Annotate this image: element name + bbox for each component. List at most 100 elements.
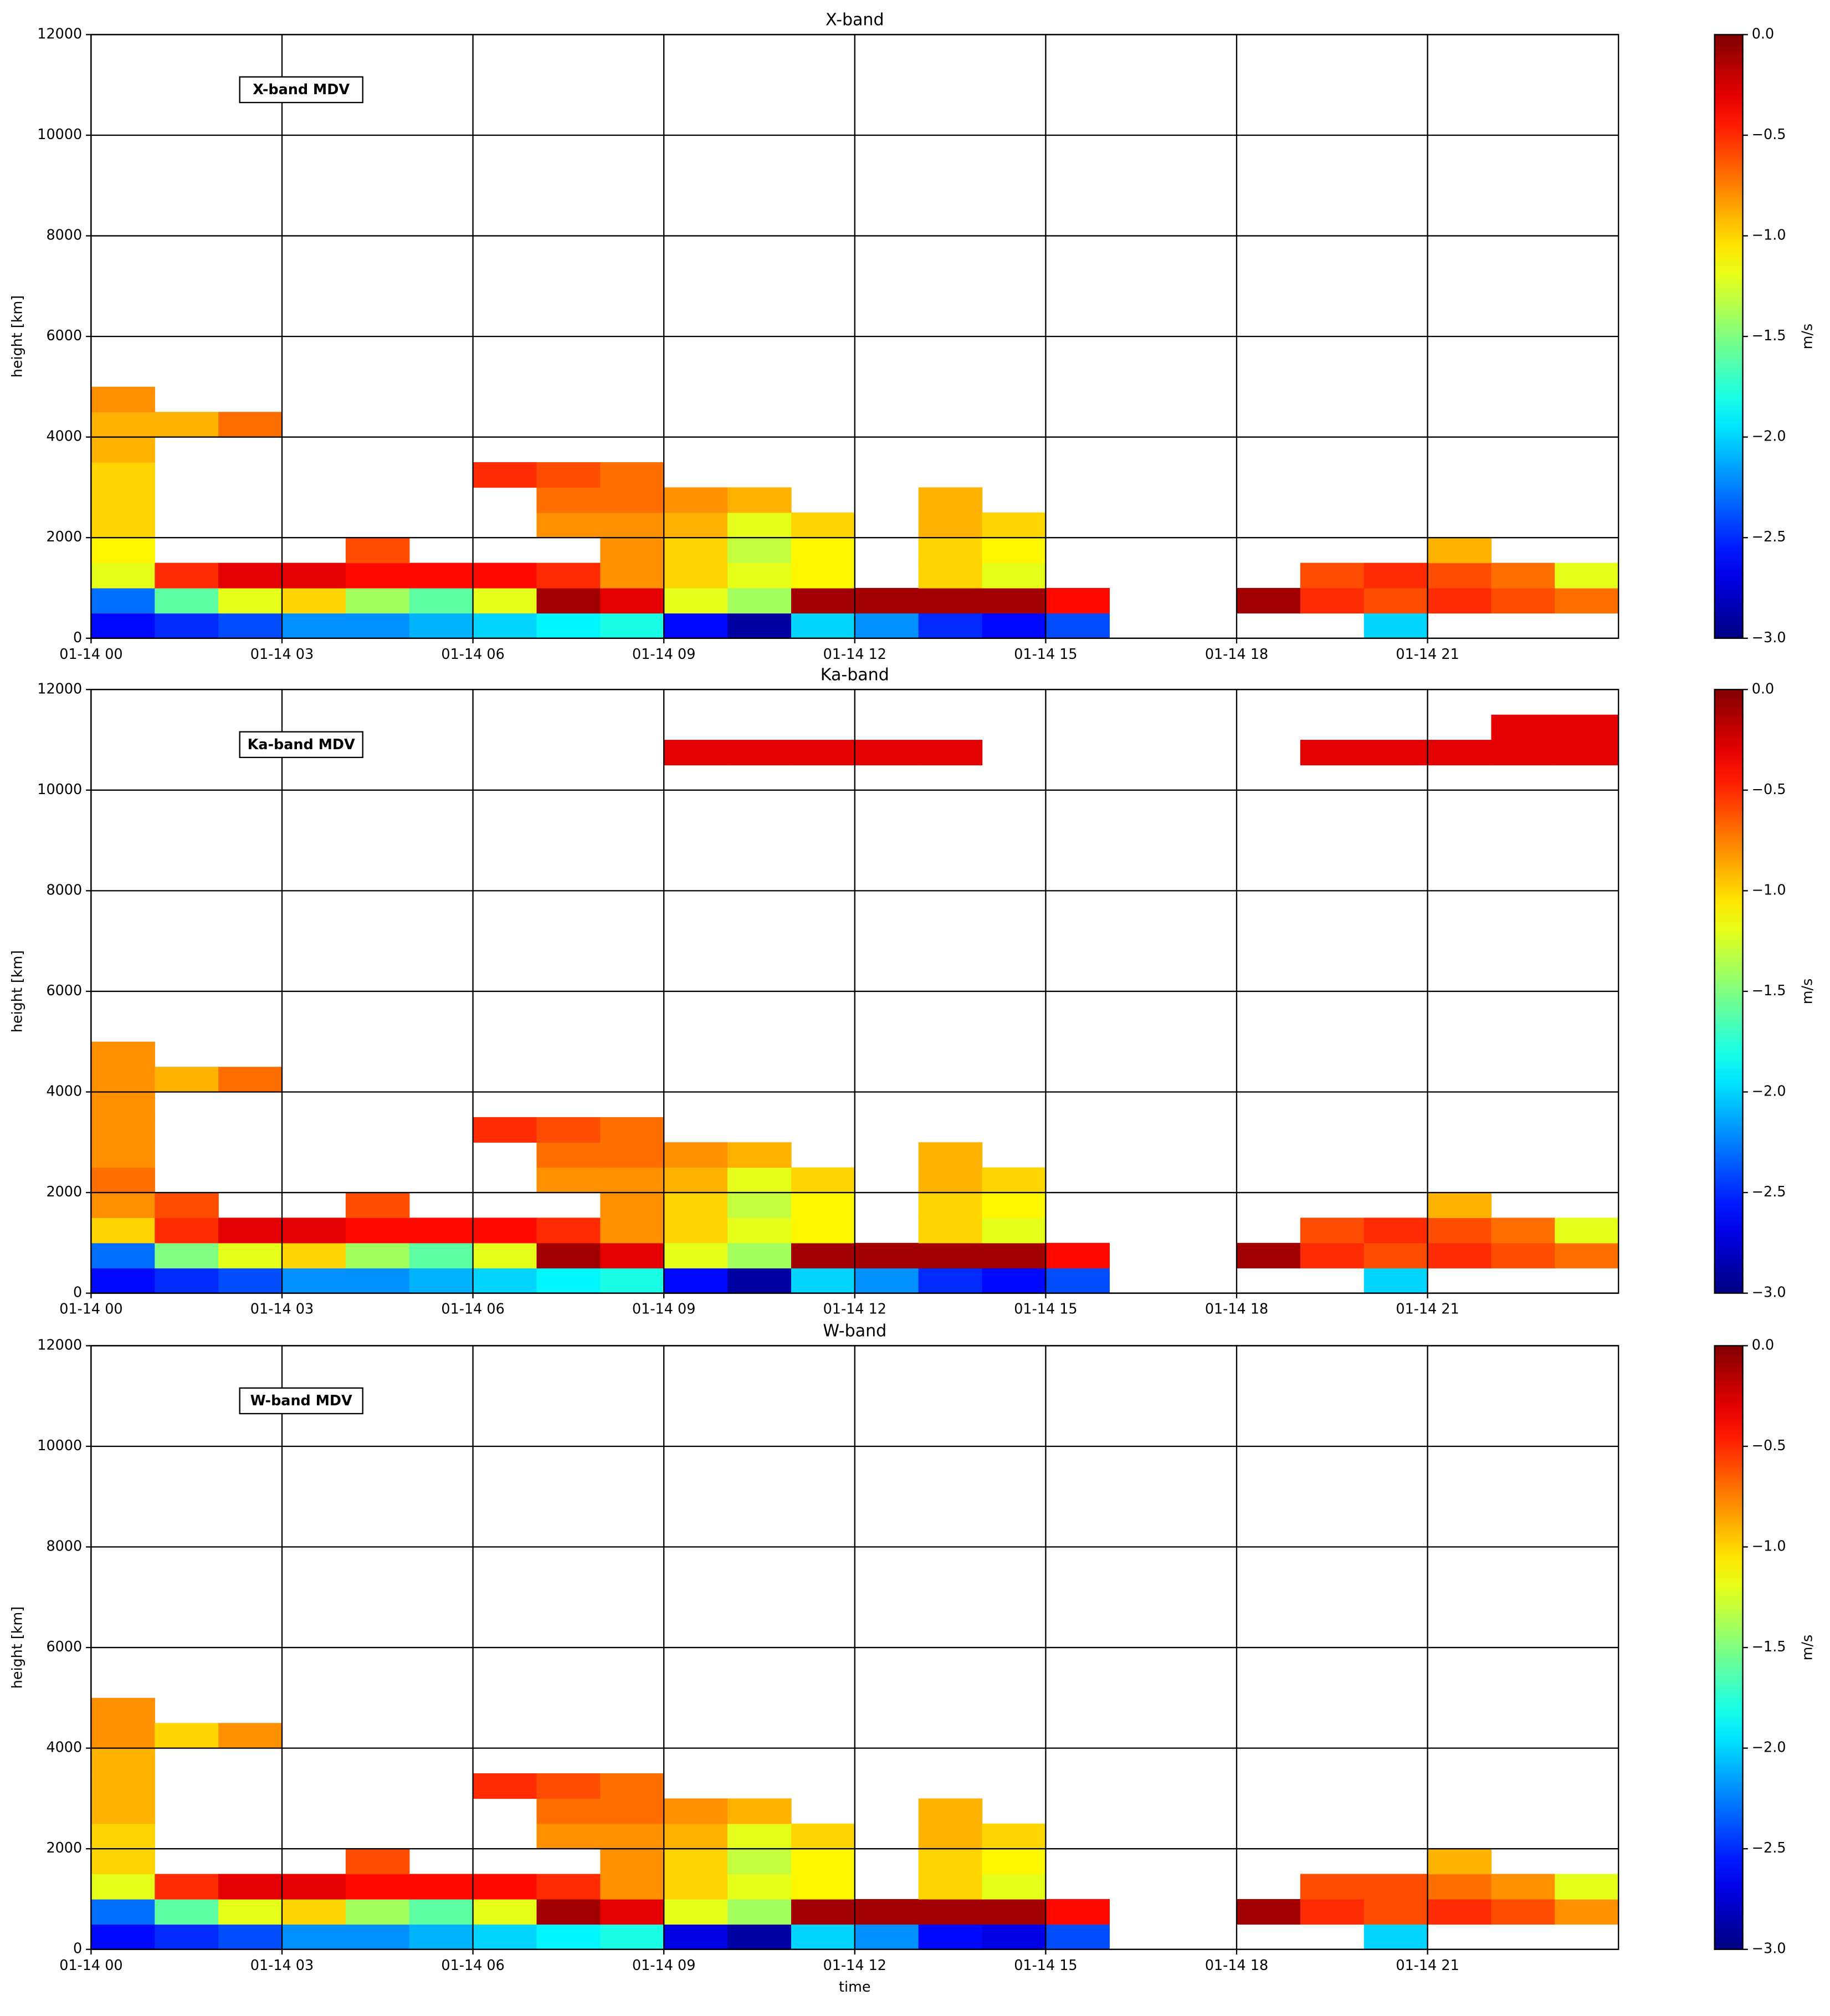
heatmap-cell	[664, 512, 728, 538]
heatmap-cell	[218, 1899, 283, 1925]
heatmap-cell	[727, 1823, 792, 1849]
heatmap-cell	[473, 1899, 537, 1925]
heatmap-cell	[918, 1798, 983, 1824]
heatmap-cell	[218, 587, 283, 614]
colorbar-label: m/s	[1799, 324, 1816, 350]
heatmap-cell	[600, 562, 664, 589]
heatmap-cell	[600, 1117, 664, 1143]
heatmap-cell	[473, 1874, 537, 1900]
heatmap-cell	[91, 1067, 155, 1093]
heatmap-cell	[91, 386, 155, 412]
heatmap-cell	[791, 562, 855, 589]
colorbar-tick-label: −2.0	[1752, 1739, 1786, 1756]
heatmap-cell	[1300, 1217, 1365, 1244]
heatmap-cell	[473, 1268, 537, 1294]
heatmap-cell	[91, 1798, 155, 1824]
x-tick-label: 01-14 18	[1205, 1957, 1268, 1973]
colorbar-tick-label: −2.5	[1752, 1183, 1786, 1200]
heatmap-cell	[155, 562, 219, 589]
heatmap-cell	[345, 1268, 410, 1294]
heatmap-cell	[854, 1899, 919, 1925]
heatmap-cell	[791, 1924, 855, 1950]
heatmap-cell	[345, 1217, 410, 1244]
heatmap-cell	[345, 587, 410, 614]
heatmap-cell	[664, 1167, 728, 1193]
colorbar-tick-label: −2.5	[1752, 1839, 1786, 1856]
heatmap-cell	[727, 512, 792, 538]
heatmap-cell	[473, 1924, 537, 1950]
heatmap-cell	[982, 1924, 1047, 1950]
heatmap-cell	[727, 487, 792, 513]
heatmap-cell	[918, 1823, 983, 1849]
x-tick-label: 01-14 06	[441, 1957, 504, 1973]
heatmap-cell	[91, 1092, 155, 1118]
heatmap-cell	[982, 1193, 1047, 1219]
y-tick-label: 8000	[46, 1538, 82, 1554]
annotation: W-band MDV	[250, 1392, 352, 1409]
colorbar-tick-label: 0.0	[1752, 25, 1774, 42]
heatmap-cell	[791, 1874, 855, 1900]
heatmap-cell	[664, 1924, 728, 1950]
y-tick-label: 0	[73, 1940, 82, 1957]
heatmap-cell	[281, 1899, 346, 1925]
heatmap-cell	[982, 562, 1047, 589]
heatmap-cell	[727, 1268, 792, 1294]
heatmap-cell	[409, 613, 474, 639]
heatmap-cell	[982, 1849, 1047, 1875]
y-tick-label: 2000	[46, 528, 82, 545]
heatmap-cell	[600, 1242, 664, 1268]
heatmap-cell	[1237, 587, 1301, 614]
heatmap-cell	[91, 562, 155, 589]
heatmap-cell	[918, 1849, 983, 1875]
heatmap-cell	[218, 1067, 283, 1093]
heatmap-cell	[600, 1142, 664, 1168]
heatmap-cell	[982, 587, 1047, 614]
heatmap-cell	[1427, 1193, 1492, 1219]
y-tick-label: 10000	[37, 781, 82, 797]
colorbar-tick-label: −1.0	[1752, 1538, 1786, 1554]
heatmap-cell	[409, 587, 474, 614]
heatmap-cell	[91, 437, 155, 463]
heatmap-cell	[791, 1899, 855, 1925]
heatmap-cell	[854, 1242, 919, 1268]
colorbar-tick-label: −1.5	[1752, 327, 1786, 344]
colorbar-tick-label: −0.5	[1752, 126, 1786, 142]
heatmap-cell	[727, 1193, 792, 1219]
y-tick-label: 10000	[37, 1437, 82, 1454]
heatmap-cell	[1300, 1899, 1365, 1925]
heatmap-cell	[982, 1242, 1047, 1268]
heatmap-cell	[536, 1242, 601, 1268]
heatmap-cell	[727, 1849, 792, 1875]
heatmap-cell	[345, 1874, 410, 1900]
heatmap-cell	[918, 1142, 983, 1168]
heatmap-cell	[218, 1217, 283, 1244]
annotation-box	[239, 1387, 363, 1415]
heatmap-cell	[536, 1773, 601, 1799]
x-tick-label: 01-14 15	[1014, 1957, 1077, 1973]
heatmap-cell	[727, 562, 792, 589]
heatmap-cell	[664, 1823, 728, 1849]
heatmap-cell	[1427, 1874, 1492, 1900]
x-tick-label: 01-14 12	[823, 1957, 886, 1973]
x-axis-label: time	[839, 1978, 870, 1995]
heatmap-cell	[791, 587, 855, 614]
heatmap-cell	[600, 462, 664, 488]
heatmap-cell	[1045, 613, 1110, 639]
heatmap-cell	[1491, 1899, 1556, 1925]
heatmap-cell	[664, 1849, 728, 1875]
heatmap-cell	[91, 1723, 155, 1749]
heatmap-cell	[91, 1899, 155, 1925]
heatmap-cell	[1300, 562, 1365, 589]
heatmap-cell	[1555, 1899, 1619, 1925]
y-axis-label: height [km]	[9, 950, 25, 1033]
heatmap-cell	[281, 613, 346, 639]
annotation-box	[239, 731, 363, 759]
heatmap-cell	[91, 1242, 155, 1268]
heatmap-cell	[918, 1167, 983, 1193]
heatmap-cell	[155, 1268, 219, 1294]
heatmap-cell	[91, 1041, 155, 1067]
plot-frame	[90, 689, 1619, 1294]
heatmap-cell	[600, 1823, 664, 1849]
heatmap-cell	[1363, 587, 1428, 614]
heatmap-cell	[1491, 1217, 1556, 1244]
